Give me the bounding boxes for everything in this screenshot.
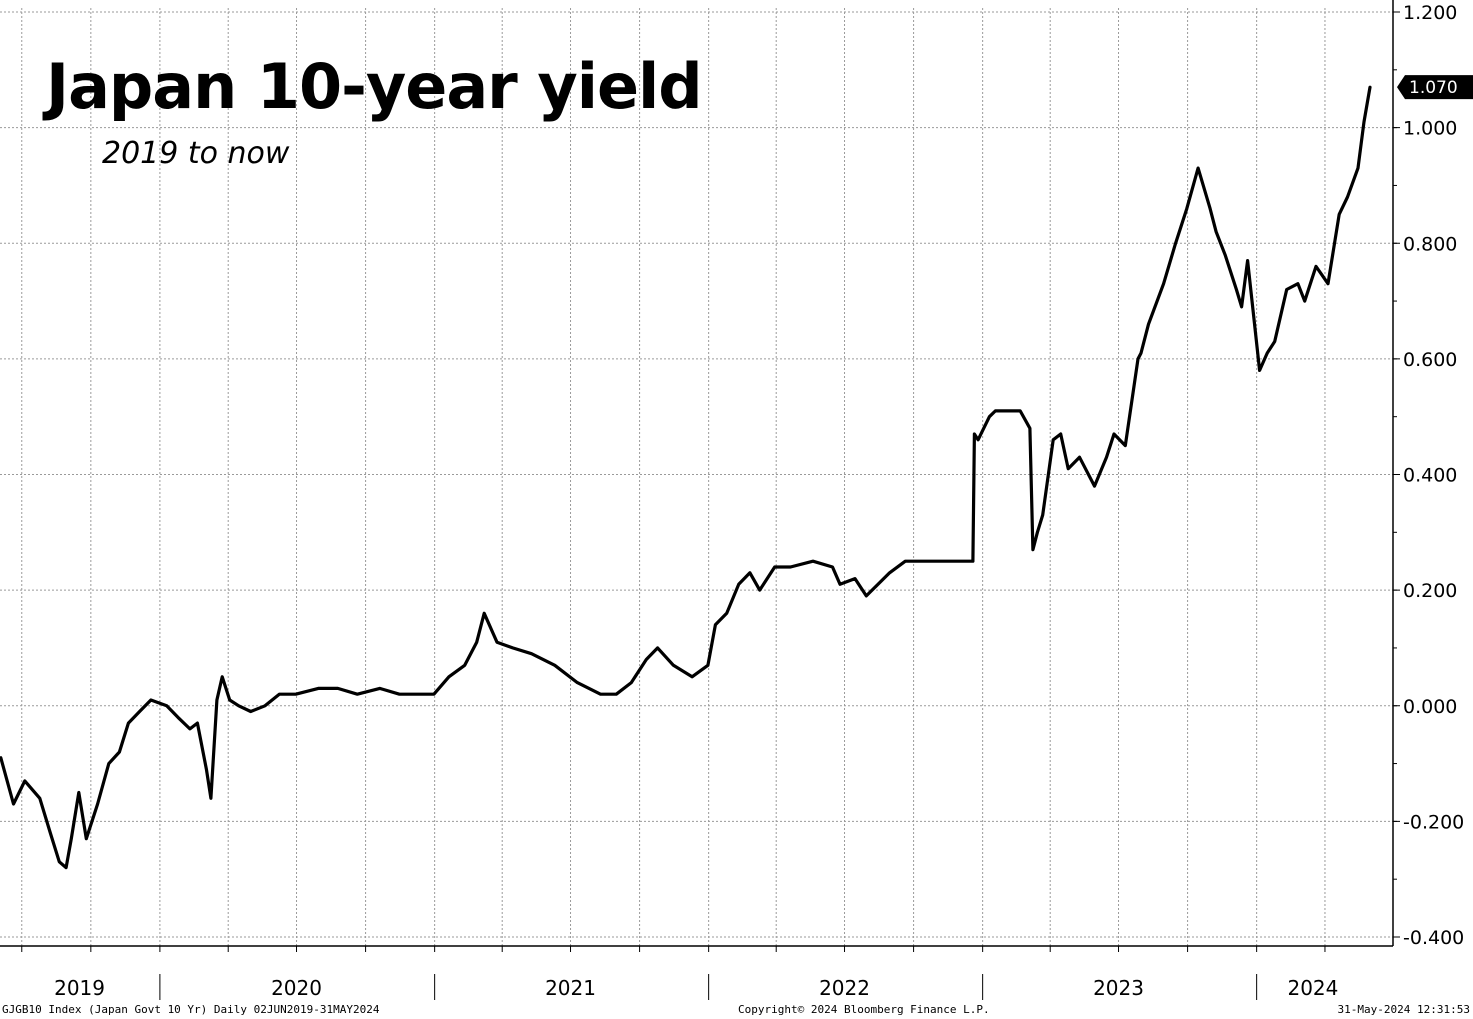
last-value-box — [1397, 75, 1473, 100]
chart-subtitle: 2019 to now — [102, 136, 290, 171]
footer-index-info: GJGB10 Index (Japan Govt 10 Yr) Daily 02… — [2, 1003, 380, 1016]
y-tick-label: 0.200 — [1403, 580, 1457, 602]
year-label: 2024 — [1287, 976, 1338, 1000]
series-layer — [0, 85, 1372, 870]
y-tick-label: 0.400 — [1403, 465, 1457, 487]
chart-title: Japan 10-year yield — [46, 50, 703, 123]
year-label: 2020 — [271, 976, 322, 1000]
grid-lines — [0, 8, 1393, 946]
series-line — [0, 85, 1372, 870]
y-tick-label: 0.000 — [1403, 696, 1457, 718]
year-label: 2019 — [54, 976, 105, 1000]
y-tick-label: 1.200 — [1403, 2, 1457, 24]
labels-layer: 1.200 1.000 0.800 0.600 0.400 0.200 0.000 -0.20… — [54, 2, 1473, 1000]
y-tick-label: 0.800 — [1403, 233, 1457, 255]
footer-timestamp: 31-May-2024 12:31:53 — [1337, 1003, 1470, 1016]
year-label: 2023 — [1093, 976, 1144, 1000]
y-tick-label: -0.400 — [1403, 927, 1464, 949]
footer-copyright: Copyright© 2024 Bloomberg Finance L.P. — [738, 1003, 990, 1016]
y-tick-label: 1.000 — [1403, 118, 1457, 140]
last-value-label: 1.070 — [1409, 78, 1458, 98]
axes — [0, 0, 1400, 1000]
y-tick-label: 0.600 — [1403, 349, 1457, 371]
y-tick-label: -0.200 — [1403, 811, 1464, 833]
year-label: 2021 — [545, 976, 596, 1000]
year-label: 2022 — [819, 976, 870, 1000]
